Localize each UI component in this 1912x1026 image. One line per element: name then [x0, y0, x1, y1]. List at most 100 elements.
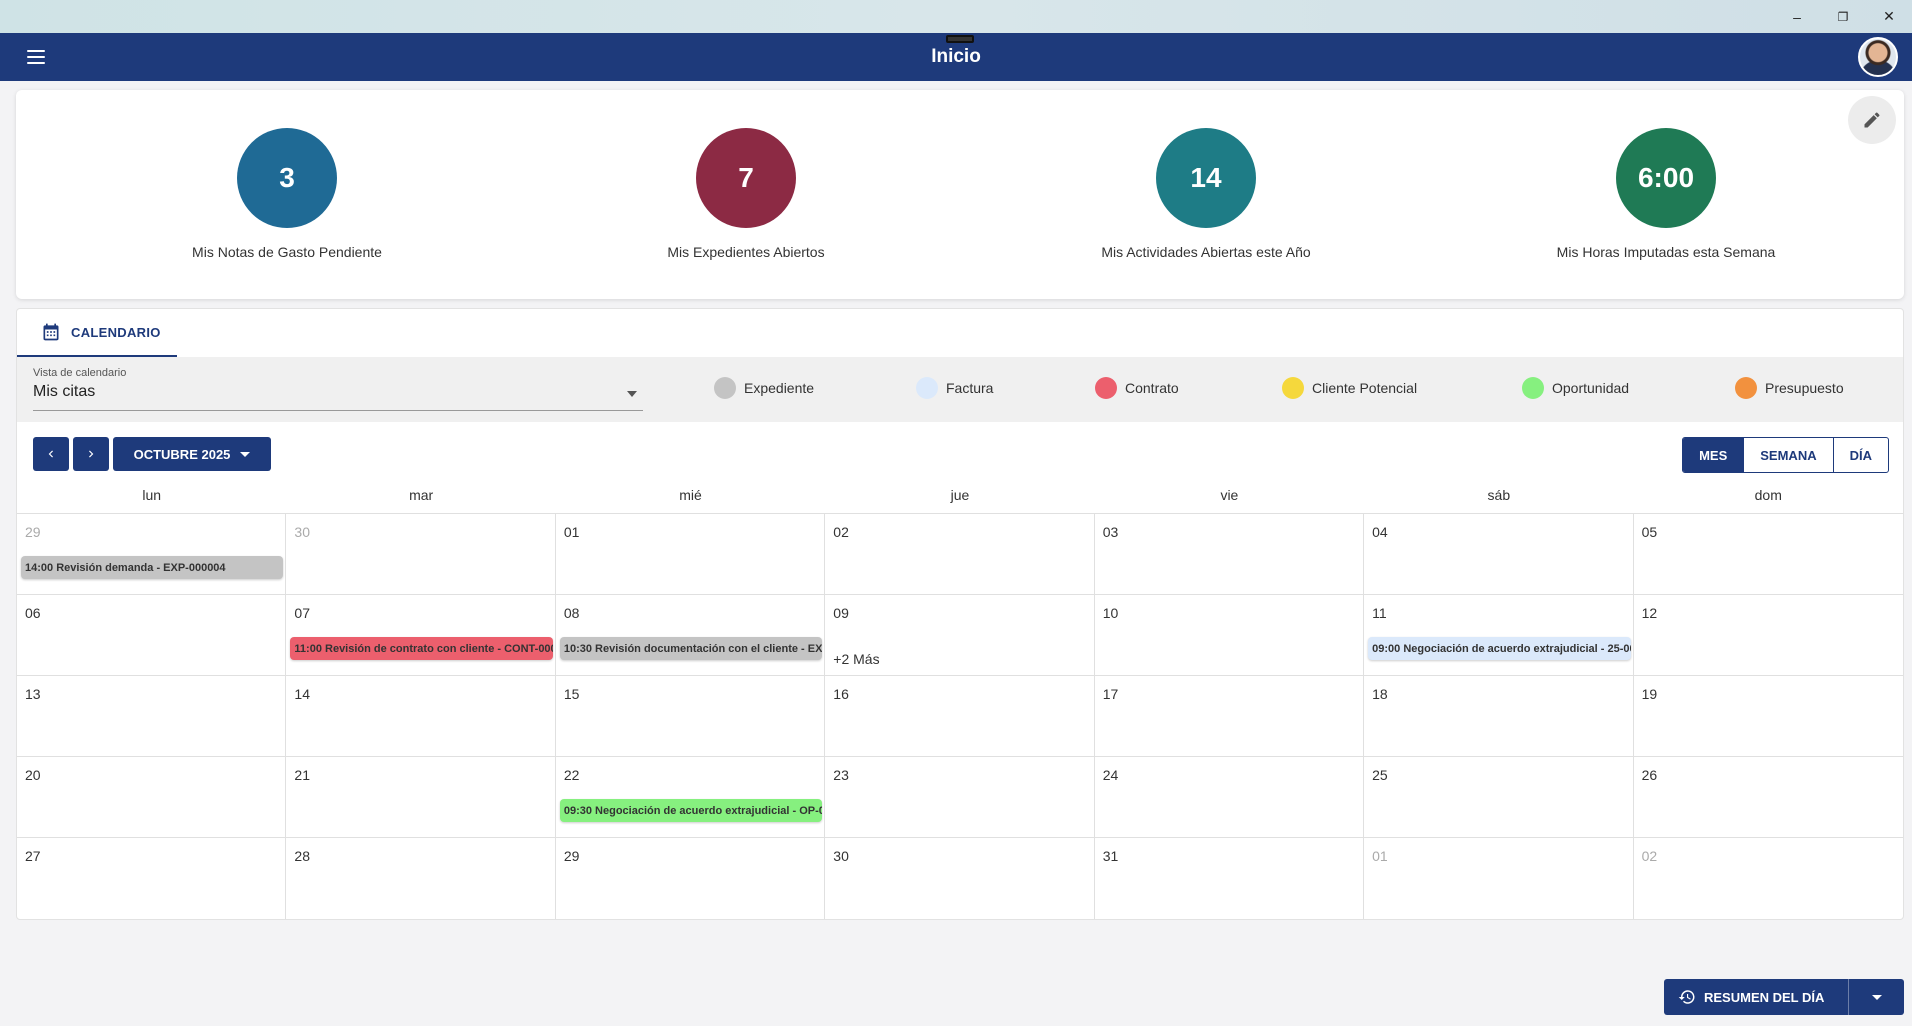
- kpi-circle: 14: [1156, 128, 1256, 228]
- event-chip[interactable]: 14:00 Revisión demanda - EXP-000004: [21, 556, 284, 579]
- kpi-expense-notes[interactable]: 3 Mis Notas de Gasto Pendiente: [137, 128, 437, 260]
- calendar-filter-bar: Vista de calendario Mis citas Expediente…: [17, 357, 1903, 422]
- day-cell[interactable]: 24: [1094, 757, 1365, 838]
- legend-cliente-potencial: Cliente Potencial: [1282, 377, 1417, 399]
- day-cell[interactable]: 20: [17, 757, 287, 838]
- window-grip-icon[interactable]: [946, 35, 974, 43]
- chevron-down-icon: [240, 451, 251, 457]
- day-cell[interactable]: 02: [825, 514, 1095, 595]
- day-cell[interactable]: 06: [17, 595, 287, 676]
- day-number: 22: [563, 767, 580, 783]
- day-number: 01: [1372, 848, 1388, 864]
- calendar-card: CALENDARIO Vista de calendario Mis citas…: [16, 308, 1904, 920]
- hamburger-menu-icon[interactable]: [20, 45, 52, 69]
- day-cell[interactable]: 05: [1633, 514, 1903, 595]
- kpi-circle: 3: [237, 128, 337, 228]
- event-chip[interactable]: 09:30 Negociación de acuerdo extrajudici…: [559, 799, 823, 822]
- day-cell[interactable]: 15: [555, 676, 826, 757]
- day-cell[interactable]: 18: [1364, 676, 1634, 757]
- day-cell[interactable]: 08 10:30 Revisión documentación con el c…: [555, 595, 826, 676]
- day-number: 26: [1641, 767, 1658, 783]
- day-number: 30: [833, 848, 849, 864]
- day-cell[interactable]: 29: [556, 838, 826, 919]
- kpi-hours-week[interactable]: 6:00 Mis Horas Imputadas esta Semana: [1516, 128, 1816, 260]
- weekday-label: jue: [950, 487, 970, 503]
- calendar-view-select-label: Vista de calendario: [33, 367, 127, 379]
- day-cell[interactable]: 28: [286, 838, 556, 919]
- kpi-open-activities[interactable]: 14 Mis Actividades Abiertas este Año: [1056, 128, 1356, 260]
- day-cell[interactable]: 27: [17, 838, 287, 919]
- day-cell[interactable]: 16: [825, 676, 1095, 757]
- more-events-link[interactable]: +2 Más: [833, 651, 880, 667]
- day-summary-dropdown[interactable]: [1848, 979, 1904, 1015]
- chevron-left-icon: [48, 450, 53, 458]
- day-cell[interactable]: 29 14:00 Revisión demanda - EXP-000004: [17, 514, 287, 595]
- day-number: 25: [1372, 767, 1388, 783]
- day-number: 02: [833, 524, 849, 540]
- day-cell[interactable]: 04: [1364, 514, 1634, 595]
- legend-contrato: Contrato: [1095, 377, 1179, 399]
- restore-button[interactable]: ❐: [1837, 9, 1849, 24]
- day-cell[interactable]: 03: [1094, 514, 1365, 595]
- view-day-button[interactable]: DÍA: [1832, 438, 1888, 472]
- user-avatar[interactable]: [1858, 37, 1898, 77]
- day-summary-main[interactable]: RESUMEN DEL DÍA: [1664, 979, 1848, 1015]
- day-cell[interactable]: 09 +2 Más: [825, 595, 1095, 676]
- prev-month-button[interactable]: [33, 437, 69, 471]
- view-month-button[interactable]: MES: [1683, 438, 1744, 472]
- day-cell[interactable]: 12: [1633, 595, 1903, 676]
- event-chip[interactable]: 11:00 Revisión de contrato con cliente -…: [290, 637, 553, 660]
- day-cell[interactable]: 30: [286, 514, 556, 595]
- day-cell[interactable]: 31: [1095, 838, 1365, 919]
- day-cell[interactable]: 01: [1364, 838, 1634, 919]
- day-cell[interactable]: 10: [1094, 595, 1365, 676]
- legend-label: Cliente Potencial: [1312, 380, 1418, 396]
- event-chip[interactable]: 09:00 Negociación de acuerdo extrajudici…: [1368, 637, 1631, 660]
- day-cell[interactable]: 17: [1094, 676, 1365, 757]
- chevron-right-icon: [89, 450, 94, 458]
- view-week-button[interactable]: SEMANA: [1743, 438, 1832, 472]
- close-button[interactable]: ✕: [1883, 8, 1895, 24]
- day-cell[interactable]: 07 11:00 Revisión de contrato con client…: [286, 595, 556, 676]
- day-number: 19: [1641, 686, 1658, 702]
- day-cell[interactable]: 26: [1633, 757, 1903, 838]
- weekday-label: sáb: [1487, 487, 1511, 503]
- day-number: 01: [563, 524, 580, 540]
- calendar-view-select[interactable]: Vista de calendario Mis citas: [33, 365, 643, 411]
- day-cell[interactable]: 19: [1633, 676, 1903, 757]
- legend-label: Contrato: [1125, 380, 1179, 396]
- day-cell[interactable]: 11 09:00 Negociación de acuerdo extrajud…: [1364, 595, 1634, 676]
- edit-pencil-icon[interactable]: [1848, 96, 1896, 144]
- day-cell[interactable]: 13: [17, 676, 287, 757]
- minimize-button[interactable]: –: [1793, 8, 1801, 25]
- day-number: 31: [1102, 848, 1119, 864]
- legend-expediente: Expediente: [714, 377, 814, 399]
- day-number: 02: [1641, 848, 1658, 864]
- day-cell[interactable]: 21: [286, 757, 556, 838]
- day-number: 11: [1372, 605, 1387, 621]
- day-number: 17: [1102, 686, 1119, 702]
- kpi-label: Mis Expedientes Abiertos: [667, 244, 825, 260]
- day-cell[interactable]: 30: [825, 838, 1095, 919]
- day-cell[interactable]: 25: [1364, 757, 1634, 838]
- day-cell[interactable]: 02: [1634, 838, 1903, 919]
- month-label: OCTUBRE 2025: [133, 446, 231, 462]
- next-month-button[interactable]: [73, 437, 109, 471]
- event-chip[interactable]: 10:30 Revisión documentación con el clie…: [559, 637, 823, 660]
- day-number: 08: [563, 605, 580, 621]
- tab-calendar[interactable]: CALENDARIO: [17, 309, 177, 357]
- day-cell[interactable]: 23: [825, 757, 1095, 838]
- legend-label: Factura: [946, 380, 994, 396]
- month-picker-button[interactable]: OCTUBRE 2025: [113, 437, 271, 471]
- day-cell[interactable]: 14: [286, 676, 556, 757]
- day-summary-button[interactable]: RESUMEN DEL DÍA: [1664, 979, 1904, 1015]
- chevron-down-icon: [627, 391, 637, 397]
- weekday-label: mié: [679, 487, 702, 503]
- calendar-view-select-value: Mis citas: [33, 383, 96, 400]
- legend-dot: [1522, 377, 1544, 399]
- day-cell[interactable]: 01: [555, 514, 826, 595]
- kpi-open-files[interactable]: 7 Mis Expedientes Abiertos: [596, 128, 896, 260]
- day-cell[interactable]: 22 09:30 Negociación de acuerdo extrajud…: [555, 757, 826, 838]
- day-number: 23: [833, 767, 849, 783]
- day-number: 13: [25, 686, 41, 702]
